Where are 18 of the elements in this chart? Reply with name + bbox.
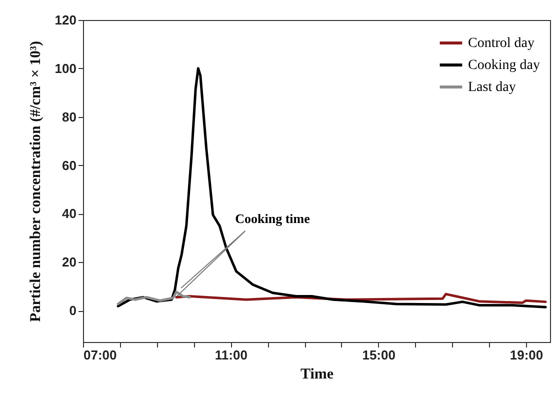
legend-label: Last day (468, 80, 516, 95)
x-tick-label: 15:00 (362, 348, 396, 362)
x-axis-title: Time (300, 366, 334, 382)
x-tick-label: 11:00 (214, 348, 248, 362)
y-axis-title: Particle number concentration (#/cm³ × 10³) (28, 41, 44, 322)
y-tick-label: 40 (62, 206, 76, 222)
y-tick-label: 120 (54, 12, 76, 28)
line-series (116, 290, 191, 306)
legend-label: Cooking day (468, 58, 540, 73)
x-tick-label: 07:00 (84, 348, 117, 362)
legend-label: Control day (468, 36, 534, 51)
y-tick-label: 100 (54, 60, 76, 76)
annotation: Cooking time (235, 211, 310, 226)
y-tick-label: 80 (62, 109, 76, 124)
y-tick-label: 20 (62, 254, 76, 270)
y-tick-label: 0 (69, 303, 76, 318)
y-tick-label: 60 (62, 158, 76, 173)
x-tick-label: 19:00 (510, 348, 544, 362)
